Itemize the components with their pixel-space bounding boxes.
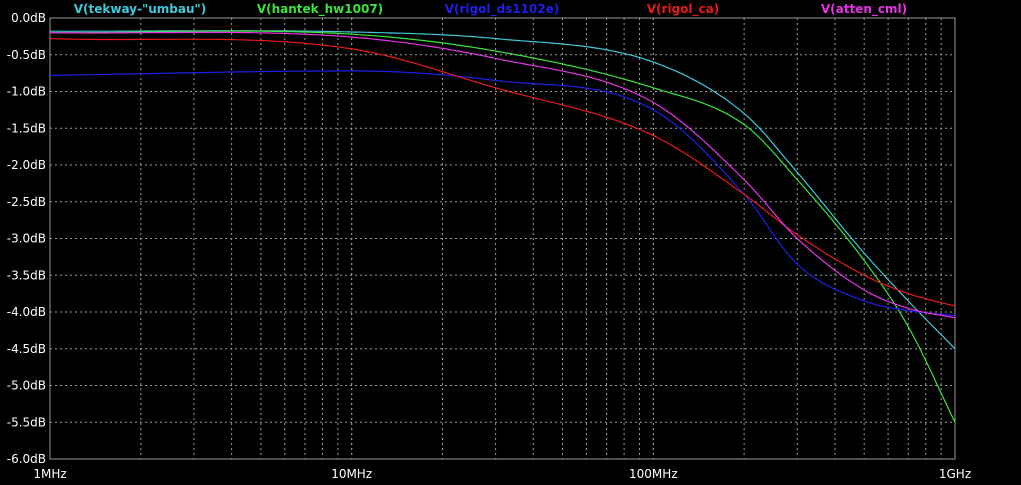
- y-tick-label: -3.5dB: [7, 268, 46, 282]
- legend-entry: V(tekway-"umbau"): [74, 2, 207, 16]
- y-tick-label: -5.5dB: [7, 415, 46, 429]
- x-tick-label: 1GHz: [939, 467, 971, 481]
- y-tick-label: -3.0dB: [7, 232, 46, 246]
- legend-entry: V(rigol_ca): [647, 2, 719, 17]
- x-tick-label: 10MHz: [331, 467, 372, 481]
- grid: [49, 17, 956, 460]
- y-tick-label: -4.0dB: [7, 305, 46, 319]
- plot-frame: [49, 17, 956, 460]
- trace-legend: V(tekway-"umbau") V(hantek_hw1007) V(rigol…: [74, 2, 907, 17]
- y-tick-label: -0.5dB: [7, 48, 46, 62]
- traces: [49, 30, 956, 423]
- x-tick-label: 100MHz: [629, 467, 678, 481]
- legend-entry: V(atten_cml): [821, 2, 907, 17]
- trace-line: [49, 38, 956, 307]
- trace-line: [50, 30, 956, 423]
- x-tick-label: 1MHz: [33, 467, 66, 481]
- y-tick-label: 0.0dB: [11, 11, 46, 25]
- y-tick-label: -1.0dB: [7, 85, 46, 99]
- y-axis-ticks: 0.0dB -0.5dB -1.0dB -1.5dB -2.0dB -2.5dB -3.0d…: [7, 11, 46, 466]
- legend-entry: V(rigol_ds1102e): [445, 2, 560, 17]
- trace-line: [49, 31, 956, 319]
- trace-line: [50, 70, 956, 317]
- y-tick-label: -6.0dB: [7, 452, 46, 466]
- y-tick-label: -1.5dB: [7, 121, 46, 135]
- legend-entry: V(hantek_hw1007): [257, 2, 383, 17]
- y-tick-label: -5.0dB: [7, 379, 46, 393]
- x-axis-ticks: 1MHz 10MHz 100MHz 1GHz: [33, 467, 971, 481]
- y-tick-label: -2.5dB: [7, 195, 46, 209]
- y-tick-label: -2.0dB: [7, 158, 46, 172]
- y-tick-label: -4.5dB: [7, 342, 46, 356]
